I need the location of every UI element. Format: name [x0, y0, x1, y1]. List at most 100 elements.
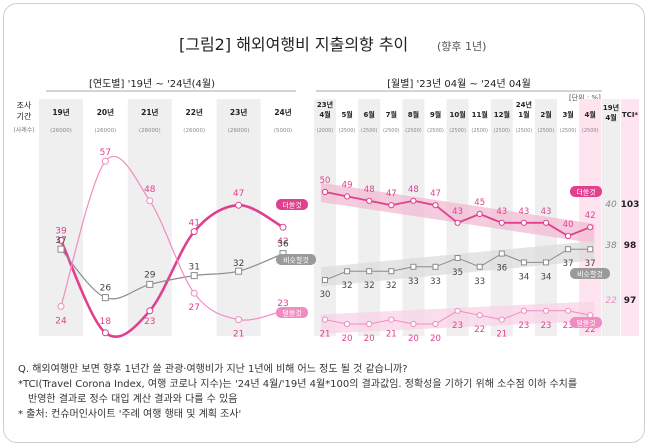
- monthly-data-label: 20: [364, 334, 375, 344]
- monthly-data-label: 50: [320, 176, 331, 186]
- monthly-data-point: [454, 219, 461, 226]
- annual-data-label: 27: [188, 303, 199, 313]
- monthly-category-label: 4월: [319, 110, 330, 119]
- monthly-category-label: 10월: [450, 110, 466, 119]
- annual-data-label: 18: [100, 317, 112, 327]
- monthly-data-label: 33: [474, 277, 485, 287]
- monthly-data-label: 49: [342, 180, 353, 190]
- annual-data-point: [146, 197, 154, 205]
- series-tag-pill: [276, 307, 308, 318]
- monthly-data-point: [432, 263, 439, 270]
- monthly-data-point: [366, 268, 373, 275]
- monthly-data-label: 23: [541, 321, 552, 331]
- annual-data-point: [235, 267, 243, 275]
- annual-data-label: 36: [277, 240, 289, 250]
- monthly-data-point: [344, 268, 351, 275]
- monthly-data-point: [587, 246, 594, 253]
- monthly-trend-band: [321, 241, 595, 287]
- monthly-data-label: 21: [496, 330, 507, 340]
- monthly-panel-title: [월별] '23년 04월 ~ '24년 04월: [387, 78, 531, 90]
- series-lines: [57, 155, 594, 338]
- annual-data-label: 47: [233, 189, 244, 199]
- monthly-sample-size: (2500): [560, 128, 577, 134]
- monthly-category-label: 7월: [386, 110, 397, 119]
- annual-column-band: [39, 99, 83, 336]
- monthly-data-point: [344, 193, 351, 200]
- monthly-sample-size: (2500): [427, 128, 444, 134]
- annual-data-label: 23: [277, 299, 288, 309]
- chart-card: [그림2] 해외여행비 지출의향 추이 (향후 1년) [연도별] '19년 ~…: [3, 3, 645, 443]
- monthly-data-label: 40: [563, 220, 574, 230]
- monthly-data-label: 22: [585, 325, 596, 335]
- question-note: Q. 해외여행만 보면 향후 1년간 쓸 관광·여행비가 지난 1년에 비해 어…: [18, 364, 408, 375]
- annual-sample-size: (26000): [228, 128, 250, 134]
- chart-canvas: [그림2] 해외여행비 지출의향 추이 (향후 1년) [연도별] '19년 ~…: [13, 35, 639, 344]
- category-headers: 19년 (26000) 20년 (26000) 21년 (26000) 22년 (26000)…: [50, 100, 638, 134]
- monthly-data-label: 30: [320, 290, 331, 300]
- monthly-column-band: [402, 99, 425, 336]
- monthly-data-point: [322, 277, 328, 283]
- monthly-category-label: 1월: [518, 110, 529, 119]
- monthly-sample-size: (2500): [582, 128, 599, 134]
- monthly-column-band: [358, 99, 381, 336]
- monthly-sample-size: (2500): [405, 128, 422, 134]
- series-tag-pill: [570, 317, 602, 328]
- series-tag-pill: [276, 254, 316, 265]
- monthly-data-point: [454, 307, 461, 314]
- tci-note-line1: *TCI(Travel Corona Index, 여행 코로나 지수)는 '2…: [18, 379, 578, 390]
- monthly-category-label: 23년: [317, 100, 333, 109]
- monthly-category-label: 2월: [540, 110, 551, 119]
- annual-panel-title: [연도별] '19년 ~ '24년(4월): [89, 78, 215, 90]
- row-header-line2: 기간: [17, 111, 32, 121]
- monthly-data-label: 47: [386, 189, 397, 199]
- monthly-data-point: [476, 263, 483, 270]
- annual-category-label: 19년: [52, 107, 69, 117]
- annual-data-point: [101, 329, 109, 337]
- unit-label: [단위 : %]: [569, 93, 601, 102]
- series-tag-label: 비슷할것: [577, 270, 603, 279]
- sample-size-label: (사례수): [13, 126, 34, 134]
- monthly-data-point: [476, 210, 483, 218]
- chart-notes: Q. 해외여행만 보면 향후 1년간 쓸 관광·여행비가 지난 1년에 비해 어…: [18, 362, 638, 422]
- monthly-data-label: 33: [408, 277, 419, 287]
- series-tag-pill: [570, 268, 610, 279]
- monthly-data-point: [432, 320, 439, 328]
- series-tag-label: 덜쓸것: [282, 309, 301, 318]
- monthly-data-label: 35: [452, 268, 463, 278]
- annual-category-label: 22년: [186, 107, 203, 117]
- monthly-data-label: 34: [541, 272, 552, 282]
- annual-sample-size: (26000): [139, 128, 161, 134]
- monthly-category-label: 6월: [364, 110, 375, 119]
- annual-data-label: 26: [100, 284, 112, 294]
- monthly-data-label: 34: [518, 272, 529, 282]
- monthly-data-label: 20: [430, 334, 441, 344]
- monthly-data-label: 45: [474, 198, 485, 208]
- annual-data-label: 39: [55, 226, 67, 236]
- annual-data-label: 21: [233, 330, 244, 340]
- monthly-data-point: [388, 268, 395, 275]
- monthly-sample-size: (2500): [471, 128, 488, 134]
- annual-data-label: 32: [233, 259, 244, 269]
- monthly-sample-size: (2500): [516, 128, 533, 134]
- monthly-data-label: 43: [452, 207, 463, 217]
- monthly-data-point: [344, 320, 351, 328]
- baseline-value: 40: [605, 200, 617, 210]
- annual-data-label: 29: [144, 270, 156, 280]
- monthly-data-point: [366, 197, 373, 204]
- series-tag-label: 덜쓸것: [576, 319, 595, 328]
- annual-data-point: [190, 289, 198, 297]
- annual-data-point: [235, 201, 243, 209]
- annual-data-label: 31: [188, 263, 199, 273]
- annual-data-point: [146, 280, 154, 288]
- monthly-column-band: [314, 99, 336, 336]
- series-tag-pill: [570, 186, 602, 197]
- monthly-data-label: 20: [342, 334, 353, 344]
- annual-sample-size: (26000): [183, 128, 205, 134]
- tci-value: 98: [624, 241, 637, 251]
- monthly-data-point: [432, 202, 439, 209]
- monthly-data-label: 32: [342, 281, 353, 291]
- monthly-data-label: 32: [364, 281, 375, 291]
- annual-column-band: [127, 99, 172, 336]
- row-header-line1: 조사: [17, 101, 32, 110]
